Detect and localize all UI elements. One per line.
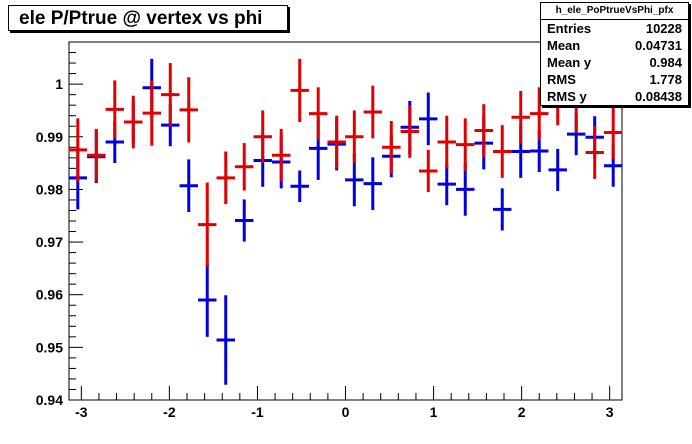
stats-value: 10228 <box>645 21 682 36</box>
y-tick-label: 1 <box>55 76 63 92</box>
stats-label: RMS y <box>547 89 587 104</box>
y-tick-label: 0.98 <box>36 181 63 197</box>
x-tick-label: 3 <box>606 404 614 420</box>
stats-box: h_ele_PoPtrueVsPhi_pfx Entries 10228 Mea… <box>540 2 689 106</box>
stats-value: 0.04731 <box>635 38 682 53</box>
stats-value: 0.984 <box>649 55 682 70</box>
stats-label: RMS <box>547 72 576 87</box>
chart-title: ele P/Ptrue @ vertex vs phi <box>8 5 288 31</box>
y-tick-label: 0.95 <box>36 339 63 355</box>
stats-row-rms-y: RMS y 0.08438 <box>541 88 688 105</box>
y-tick-label: 0.97 <box>36 234 63 250</box>
stats-value: 1.778 <box>649 72 682 87</box>
stats-row-mean-y: Mean y 0.984 <box>541 54 688 71</box>
stats-value: 0.08438 <box>635 89 682 104</box>
stats-label: Mean <box>547 38 581 53</box>
stats-row-entries: Entries 10228 <box>541 20 688 37</box>
x-tick-label: 0 <box>342 404 350 420</box>
x-tick-label: 2 <box>518 404 526 420</box>
stats-label: Mean y <box>547 55 592 70</box>
x-tick-label: -2 <box>163 404 176 420</box>
y-tick-label: 0.99 <box>36 129 63 145</box>
stats-histogram-name: h_ele_PoPtrueVsPhi_pfx <box>541 3 688 20</box>
y-tick-label: 0.96 <box>36 287 63 303</box>
stats-label: Entries <box>547 21 592 36</box>
y-tick-label: 0.94 <box>36 392 63 408</box>
stats-row-mean: Mean 0.04731 <box>541 37 688 54</box>
x-tick-label: 1 <box>430 404 438 420</box>
x-tick-label: -1 <box>251 404 264 420</box>
x-tick-label: -3 <box>75 404 88 420</box>
stats-row-rms: RMS 1.778 <box>541 71 688 88</box>
